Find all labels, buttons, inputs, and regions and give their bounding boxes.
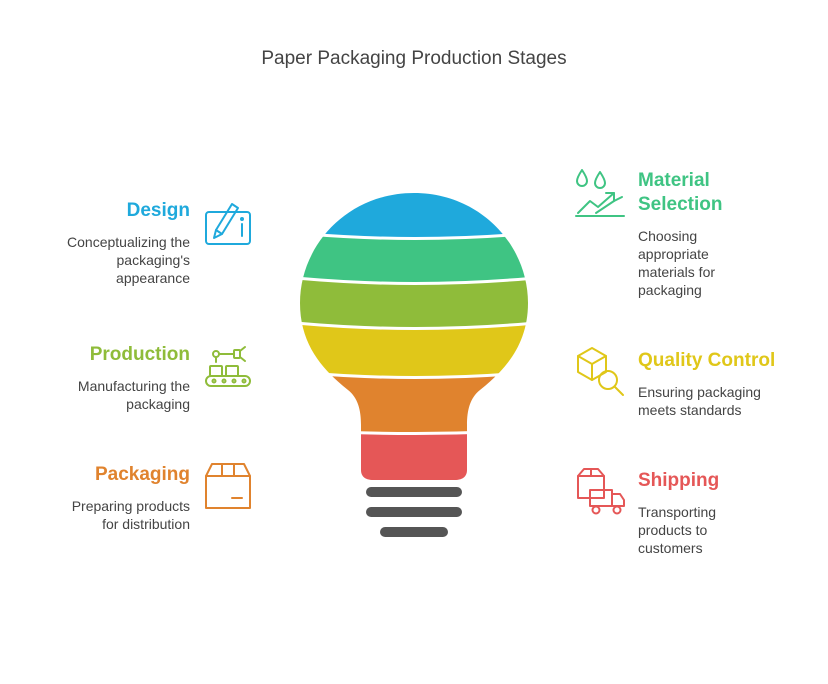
stage-packaging: Packaging Preparing products for distrib…	[30, 463, 190, 533]
stage-label: Design	[126, 200, 190, 221]
stage-label: Shipping	[638, 470, 720, 491]
stage-description: Ensuring packaging meets standards	[638, 384, 761, 418]
stage-description: Conceptualizing the packaging's appearan…	[67, 234, 190, 286]
bulb-base-ring-3	[380, 527, 448, 537]
design-tablet-icon	[205, 203, 251, 245]
stage-material-selection: Material Selection Choosing appropriate …	[638, 169, 808, 299]
stage-description: Preparing products for distribution	[71, 498, 190, 532]
stage-quality-control: Quality Control Ensuring packaging meets…	[638, 349, 808, 419]
stage-description: Transporting products to customers	[638, 504, 717, 556]
bulb-base-ring-1	[366, 487, 462, 497]
bulb-band-production	[300, 279, 528, 327]
stage-label: Material Selection	[638, 170, 723, 215]
stage-label: Production	[89, 344, 190, 365]
material-drops-icon	[575, 169, 625, 217]
stage-label: Quality Control	[638, 350, 776, 371]
package-box-icon	[205, 463, 251, 509]
conveyor-robot-icon	[205, 346, 251, 387]
lightbulb-graphic	[300, 193, 528, 537]
bulb-band-design	[300, 193, 528, 237]
stage-shipping: Shipping Transporting products to custom…	[638, 469, 808, 557]
bulb-base-ring-2	[366, 507, 462, 517]
stage-description: Manufacturing the packaging	[77, 378, 190, 412]
bulb-band-quality-control	[300, 324, 528, 376]
bulb-band-material-selection	[300, 234, 528, 282]
diagram-title: Paper Packaging Production Stages	[261, 48, 567, 69]
stage-production: Production Manufacturing the packaging	[30, 343, 190, 413]
stage-description: Choosing appropriate materials for packa…	[638, 228, 716, 298]
stage-label: Packaging	[94, 464, 190, 485]
stage-design: Design Conceptualizing the packaging's a…	[30, 199, 190, 287]
bulb-band-packaging	[300, 373, 528, 432]
box-magnifier-icon	[577, 347, 624, 396]
delivery-truck-icon	[577, 468, 625, 515]
